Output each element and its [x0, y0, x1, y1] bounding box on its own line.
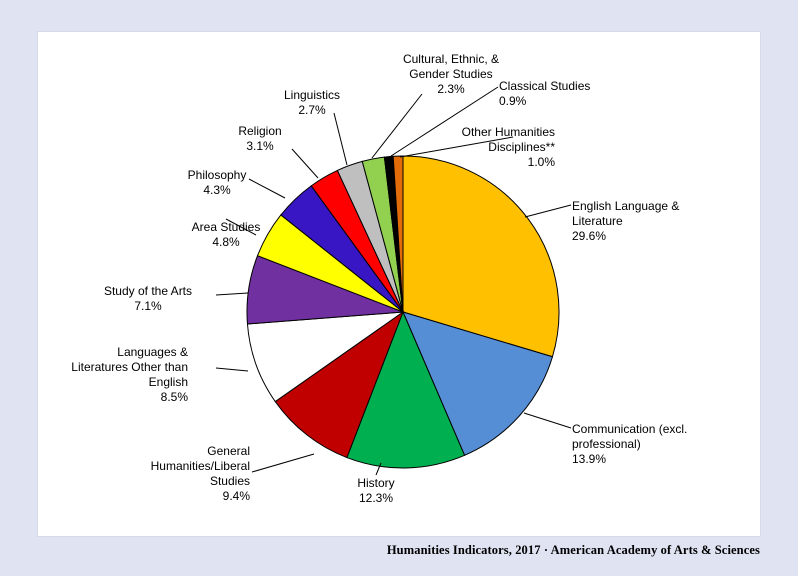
slice-label-6: Area Studies 4.8%	[192, 220, 261, 249]
slice-label-9: Linguistics 2.7%	[284, 88, 340, 117]
leader-line-3	[251, 453, 315, 473]
slice-label-2: History 12.3%	[357, 476, 394, 505]
slice-label-5: Study of the Arts 7.1%	[104, 284, 192, 313]
leader-line-0	[524, 204, 572, 218]
slice-label-1: Communication (excl. professional) 13.9%	[572, 422, 687, 466]
leader-line-6	[225, 218, 257, 236]
slice-label-10: Cultural, Ethnic, & Gender Studies 2.3%	[403, 52, 499, 96]
leader-line-9	[333, 112, 348, 166]
leader-line-2	[375, 462, 382, 476]
leader-line-10	[371, 93, 423, 159]
leader-line-12	[399, 136, 514, 158]
slice-label-7: Philosophy 4.3%	[188, 168, 247, 197]
slice-label-3: General Humanities/Liberal Studies 9.4%	[151, 444, 251, 503]
slice-label-4: Languages & Literatures Other than English…	[71, 345, 188, 404]
slice-label-0: English Language & Literature 29.6%	[572, 199, 679, 243]
leader-line-1	[523, 412, 572, 429]
pie-slice-0	[402, 155, 560, 358]
leader-line-8	[291, 148, 319, 179]
slice-label-12: Other Humanities Disciplines** 1.0%	[462, 125, 556, 169]
pie-slice-3	[274, 310, 405, 459]
pie-slice-2	[346, 310, 466, 469]
leader-line-5	[215, 292, 249, 296]
leader-line-4	[215, 367, 249, 372]
slice-label-11: Classical Studies 0.9%	[499, 79, 590, 108]
chart-area: English Language & Literature 29.6% Communi…	[38, 32, 760, 536]
pie-slice-1	[402, 311, 554, 456]
leader-line-7	[248, 178, 286, 199]
pie-slice-4	[246, 311, 405, 403]
pie-chart: English Language & Literature 29.6% Communi…	[71, 52, 687, 505]
source-credit: Humanities Indicators, 2017 · American A…	[386, 543, 760, 557]
leader-line-11	[390, 86, 499, 157]
slice-label-8: Religion 3.1%	[238, 124, 281, 153]
